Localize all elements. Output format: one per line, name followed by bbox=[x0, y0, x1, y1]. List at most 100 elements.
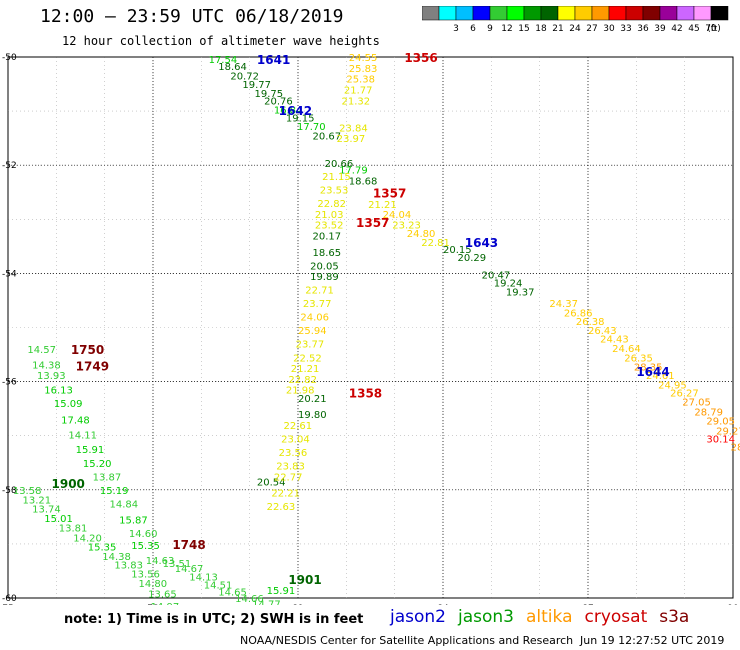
swh-value: 25.38 bbox=[346, 75, 375, 86]
s3a-track: 14.5714.3813.9316.1315.0917.4814.1115.91… bbox=[13, 345, 281, 605]
swh-value: 15.91 bbox=[76, 445, 105, 456]
colorbar-label: 42 bbox=[671, 24, 682, 34]
lon-tick-label: 78 bbox=[147, 604, 159, 605]
swh-value: 14.20 bbox=[73, 533, 102, 544]
swh-value: 20.67 bbox=[313, 131, 342, 142]
swh-value: 14.67 bbox=[175, 564, 204, 575]
swh-value: 24.80 bbox=[407, 229, 436, 240]
swh-value: 22.77 bbox=[274, 472, 303, 483]
swh-value: 21.21 bbox=[368, 200, 397, 211]
swh-value: 15.35 bbox=[131, 541, 160, 552]
swh-value: 20.66 bbox=[325, 159, 354, 170]
swh-value: 23.23 bbox=[392, 221, 421, 232]
swh-value: 19.15 bbox=[286, 114, 315, 125]
pass-time-label: 1641 bbox=[257, 53, 290, 67]
swh-value: 22.82 bbox=[317, 199, 346, 210]
swh-value: 20.29 bbox=[458, 253, 487, 264]
pass-time-label: 1748 bbox=[172, 538, 205, 552]
swh-value: 14.11 bbox=[68, 431, 97, 442]
altimeter-map: 75 78 81 84 87 90 -50 -52 -54 -56 -58 -60 17.5418.64… bbox=[2, 51, 740, 605]
graticule: 75 78 81 84 87 90 -50 -52 -54 -56 -58 -60 bbox=[2, 53, 739, 605]
swh-value: 21.21 bbox=[291, 364, 320, 375]
swh-value: 23.52 bbox=[315, 221, 344, 232]
colorbar-label: 6 bbox=[470, 24, 476, 34]
swh-value: 15.35 bbox=[88, 543, 117, 554]
swh-value: 21.98 bbox=[286, 386, 315, 397]
swh-value: 23.77 bbox=[296, 340, 325, 351]
pass-time-label: 1356 bbox=[404, 51, 437, 65]
pass-time-label: 1901 bbox=[288, 573, 321, 587]
swh-value: 14.63 bbox=[146, 556, 175, 567]
colorbar-label: 12 bbox=[501, 24, 512, 34]
lon-tick-label: 87 bbox=[582, 604, 593, 605]
swh-value: 19.75 bbox=[255, 89, 284, 100]
swh-value: 17.79 bbox=[339, 166, 368, 177]
swh-value: 22.61 bbox=[284, 421, 313, 432]
swh-value: 13.21 bbox=[23, 496, 52, 507]
swh-value: 23.56 bbox=[279, 448, 308, 459]
colorbar-swatch bbox=[710, 6, 729, 21]
swh-value: 19.77 bbox=[242, 80, 271, 91]
swh-value: 18.64 bbox=[218, 62, 247, 73]
swh-value: 13.93 bbox=[37, 371, 66, 382]
swh-value: 22.82 bbox=[288, 375, 317, 386]
lat-tick-label: -50 bbox=[2, 53, 17, 63]
swh-value: 26.27 bbox=[670, 388, 699, 399]
swh-value: 15.91 bbox=[267, 586, 296, 597]
swh-value: 13.74 bbox=[32, 505, 61, 516]
swh-value: 30.14 bbox=[706, 434, 735, 445]
swh-value: 13.51 bbox=[163, 559, 192, 570]
jason3-track: 17.5418.6420.7219.7719.7520.7616.8419.15… bbox=[209, 55, 535, 597]
pass-time-label: 1750 bbox=[71, 343, 104, 357]
swh-value: 14.51 bbox=[204, 580, 233, 591]
swh-value: 14.57 bbox=[27, 345, 56, 356]
swh-value: 24.04 bbox=[383, 210, 412, 221]
swh-value: 19.24 bbox=[494, 279, 523, 290]
swh-value: 14.65 bbox=[218, 588, 247, 599]
swh-value: 13.83 bbox=[114, 560, 143, 571]
lat-tick-label: -52 bbox=[2, 161, 17, 171]
lat-tick-label: -58 bbox=[2, 486, 17, 496]
swh-value: 22.63 bbox=[267, 502, 296, 513]
colorbar-label: 9 bbox=[487, 24, 493, 34]
colorbar-label: 70 bbox=[705, 24, 717, 34]
time-labels: 1641 1642 1643 1644 1356 1357 1357 1358 1750 1749… bbox=[52, 51, 670, 587]
generated-timestamp: Jun 19 12:27:52 UTC 2019 bbox=[580, 634, 725, 647]
colorbar-label: 30 bbox=[603, 24, 615, 34]
swh-value: 21.03 bbox=[315, 210, 344, 221]
swh-value: 26.86 bbox=[564, 308, 593, 319]
colorbar-label: 21 bbox=[552, 24, 563, 34]
swh-value: 14.66 bbox=[235, 594, 264, 605]
swh-value: 18.65 bbox=[313, 248, 342, 259]
colorbar-label: 45 bbox=[688, 24, 699, 34]
swh-value: 20.54 bbox=[257, 478, 286, 489]
swh-value: 26.35 bbox=[624, 353, 653, 364]
swh-value: 17.54 bbox=[209, 55, 238, 66]
pass-time-label: 1749 bbox=[76, 359, 109, 373]
swh-value: 23.77 bbox=[303, 299, 332, 310]
lon-tick-label: 84 bbox=[437, 604, 449, 605]
lon-tick-label: 81 bbox=[292, 604, 303, 605]
swh-value: 20.17 bbox=[313, 232, 342, 243]
swh-value: 26.38 bbox=[576, 317, 605, 328]
swh-value: 24.06 bbox=[300, 313, 329, 324]
legend-s3a: s3a bbox=[659, 607, 690, 627]
swh-value: 25.94 bbox=[298, 326, 327, 337]
swh-value: 22.71 bbox=[305, 286, 334, 297]
satellite-legend: jason2 jason3 altika cryosat s3a bbox=[390, 607, 701, 627]
swh-value: 15.01 bbox=[44, 514, 73, 525]
pass-time-label: 1357 bbox=[356, 216, 389, 230]
colorbar-label: 39 bbox=[654, 24, 666, 34]
colorbar-label: 15 bbox=[518, 24, 529, 34]
lon-tick-label: 90 bbox=[727, 604, 739, 605]
swh-value: 25.83 bbox=[349, 64, 378, 75]
swh-value: 23.84 bbox=[339, 123, 368, 134]
high-values: 30.14 bbox=[706, 434, 735, 445]
legend-jason3: jason3 bbox=[458, 607, 514, 627]
legend-altika: altika bbox=[526, 607, 573, 627]
swh-value: 16.84 bbox=[274, 105, 303, 116]
swh-value: 13.58 bbox=[13, 486, 42, 497]
lat-tick-label: -56 bbox=[2, 378, 17, 388]
colorbar-label: 27 bbox=[586, 24, 597, 34]
colorbar-label: 24 bbox=[569, 24, 581, 34]
